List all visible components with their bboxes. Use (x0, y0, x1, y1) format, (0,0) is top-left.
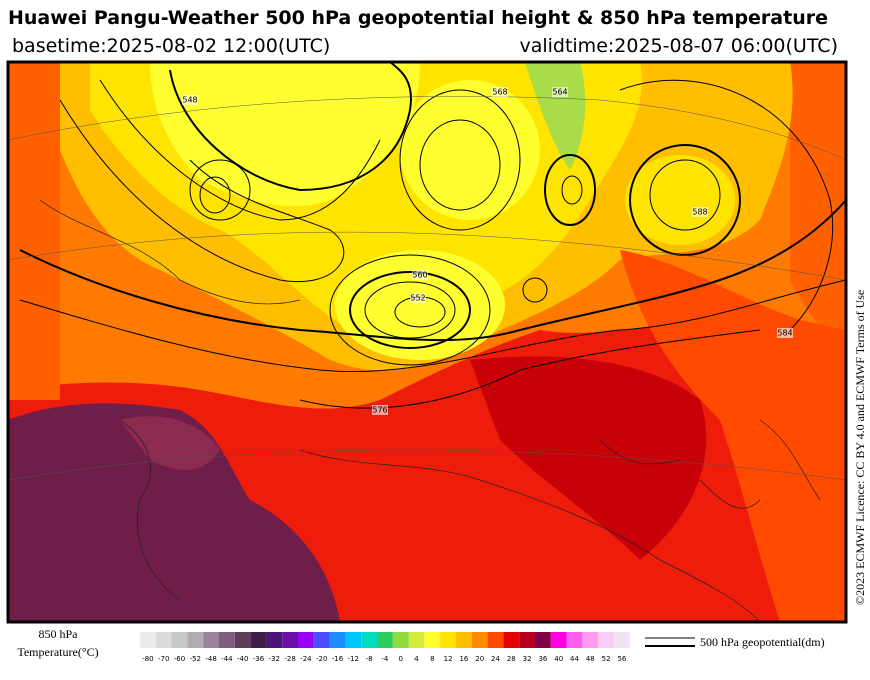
colorbar-label: -8 (366, 655, 373, 663)
colorbar-label: -4 (381, 655, 389, 663)
map: 552 560 584 576 564 548 568 588 (8, 62, 846, 622)
colorbar-label: -16 (332, 655, 344, 663)
colorbar-label: 44 (570, 655, 579, 663)
basetime: basetime:2025-08-02 12:00(UTC) (12, 35, 330, 57)
colorbar-swatch (519, 632, 535, 648)
title: Huawei Pangu-Weather 500 hPa geopotentia… (8, 7, 828, 29)
colorbar-label: -32 (269, 655, 280, 663)
colorbar-label: -12 (348, 655, 359, 663)
colorbar-swatch (487, 632, 504, 648)
legend-title: Temperature(°C) (17, 645, 98, 659)
colorbar-swatch (361, 632, 377, 648)
contour-label: 576 (372, 406, 387, 415)
map-frame (6, 60, 848, 624)
colorbar-swatch (471, 632, 488, 648)
colorbar-swatch (266, 632, 283, 648)
colorbar-swatch (408, 632, 425, 648)
colorbar-swatch (535, 632, 551, 648)
colorbar-label: -52 (190, 655, 201, 663)
colorbar-label: -80 (142, 655, 153, 663)
contour-label-bg (182, 95, 198, 105)
colorbar-label: -36 (253, 655, 265, 663)
colorbar-swatch (582, 632, 599, 648)
contour-label: 548 (182, 96, 197, 105)
colorbar-label: 12 (444, 655, 453, 663)
contour-label: 588 (692, 208, 707, 217)
colorbar-swatch (140, 632, 156, 648)
colorbar-label: -20 (316, 655, 327, 663)
contour-label: 568 (492, 88, 507, 97)
contour-label-bg (692, 207, 708, 217)
colorbar-swatch (203, 632, 219, 648)
colorbar-label: 16 (459, 655, 468, 663)
colorbar-label: 24 (491, 655, 500, 663)
contour-label-bg (492, 87, 508, 97)
colorbar-swatch (566, 632, 583, 648)
validtime: validtime:2025-08-07 06:00(UTC) (519, 35, 838, 57)
legend-title: 850 hPa (39, 627, 79, 641)
colorbar-label: -48 (205, 655, 216, 663)
colorbar-swatch (234, 632, 251, 648)
colorbar-label: -24 (300, 655, 312, 663)
colorbar-swatch (598, 632, 614, 648)
colorbar-label: 20 (475, 655, 484, 663)
contour-label: 584 (777, 329, 792, 338)
colorbar-swatch (329, 632, 346, 648)
contour-label-bg (412, 270, 428, 280)
colorbar-swatch (155, 632, 172, 648)
contour-label-bg (777, 328, 793, 338)
colorbar-label: 36 (538, 655, 547, 663)
colorbar-label: 32 (523, 655, 532, 663)
colorbar-label: 8 (430, 655, 434, 663)
colorbar-label: 4 (414, 655, 419, 663)
contour-label-bg (372, 405, 388, 415)
contour-labels: 552 560 584 576 564 548 568 588 (182, 87, 793, 415)
colorbar-label: -28 (284, 655, 295, 663)
colorbar-swatch (250, 632, 267, 648)
colorbar-swatch (377, 632, 393, 648)
legend-contour-label: 500 hPa geopotential(dm) (700, 635, 825, 649)
colorbar-swatch (171, 632, 188, 648)
colorbar-swatch (503, 632, 520, 648)
colorbar-label: 40 (554, 655, 563, 663)
copyright: ©2023 ECMWF Licence: CC BY 4.0 and ECMWF… (853, 290, 867, 605)
contour-label-bg (410, 293, 426, 303)
colorbar-label: -40 (237, 655, 248, 663)
colorbar-label: -60 (174, 655, 185, 663)
colorbar-swatch (345, 632, 362, 648)
colorbar-label: 48 (586, 655, 595, 663)
colorbar-swatch (550, 632, 567, 648)
colorbar-swatch (298, 632, 314, 648)
contour-label: 552 (410, 294, 425, 303)
colorbar-label: 0 (398, 655, 402, 663)
contour-label: 564 (552, 88, 567, 97)
colorbar-swatch (187, 632, 204, 648)
colorbar-label: 28 (507, 655, 516, 663)
colorbar-label: -70 (158, 655, 169, 663)
contour-label: 560 (412, 271, 427, 280)
colorbar-swatch (440, 632, 456, 648)
colorbar-swatch (219, 632, 235, 648)
contour-label-bg (552, 87, 568, 97)
colorbar-swatch (424, 632, 441, 648)
colorbar-swatch (614, 632, 630, 648)
colorbar-label: 52 (602, 655, 611, 663)
colorbar-label: -44 (221, 655, 233, 663)
colorbar-swatch (456, 632, 472, 648)
colorbar-swatch (392, 632, 409, 648)
colorbar: -80 -70 -60 -52 -48 -44 -40 -36 -32 -28 -24 -20 -16-… (140, 632, 630, 663)
colorbar-swatch (282, 632, 298, 648)
colorbar-label: 56 (617, 655, 626, 663)
colorbar-swatch (313, 632, 330, 648)
